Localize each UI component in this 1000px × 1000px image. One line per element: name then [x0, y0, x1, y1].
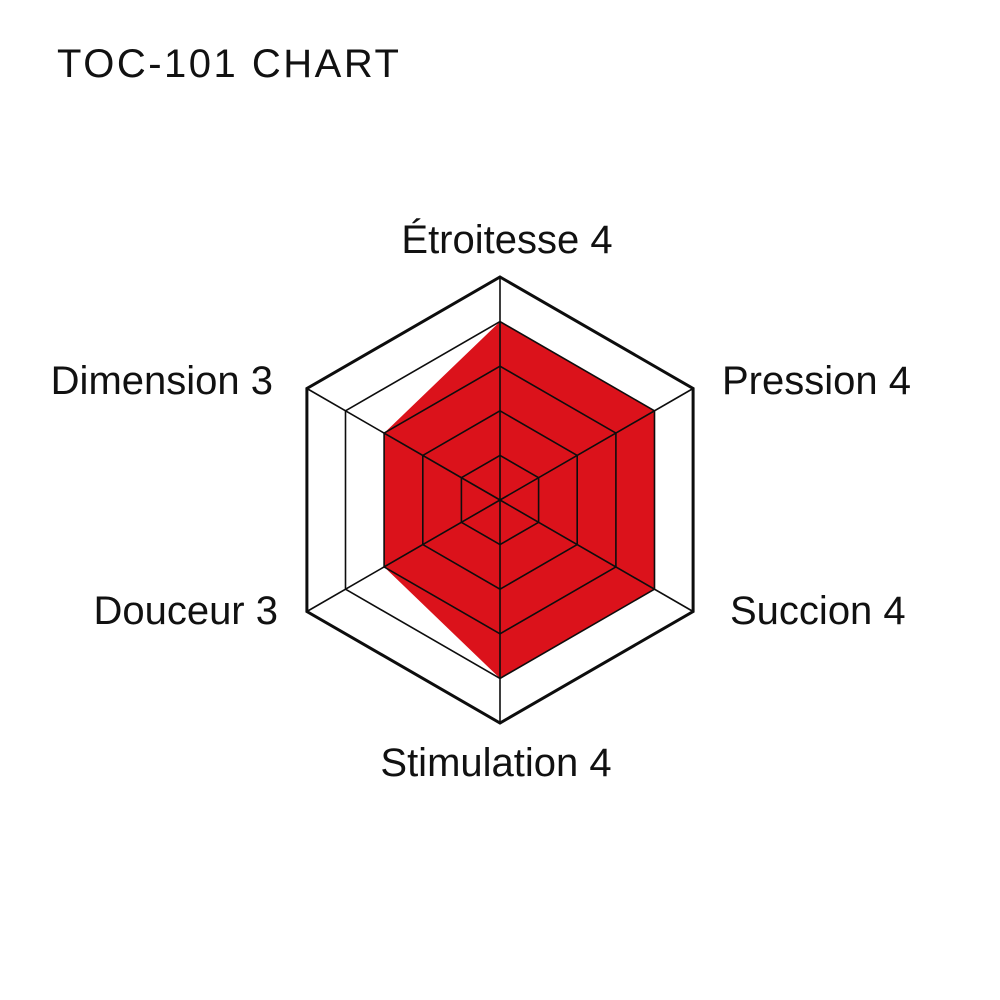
- axis-label-pression: Pression 4: [722, 359, 911, 403]
- axis-label-stimulation: Stimulation 4: [380, 741, 612, 785]
- page-title: TOC-101 CHART: [57, 42, 402, 86]
- radar-spoke-5: [306, 387, 501, 501]
- radar-spoke-1: [499, 387, 694, 501]
- axis-label-succion: Succion 4: [730, 589, 906, 633]
- axis-label-etroitesse: Étroitesse 4: [401, 218, 613, 262]
- axis-label-dimension: Dimension 3: [50, 359, 273, 403]
- radar-outer-ring: [305, 275, 695, 725]
- radar-spoke-4: [306, 499, 501, 613]
- radar-value-polygon: [384, 321, 655, 679]
- axis-label-douceur: Douceur 3: [93, 589, 278, 633]
- radar-spoke-2: [499, 499, 694, 613]
